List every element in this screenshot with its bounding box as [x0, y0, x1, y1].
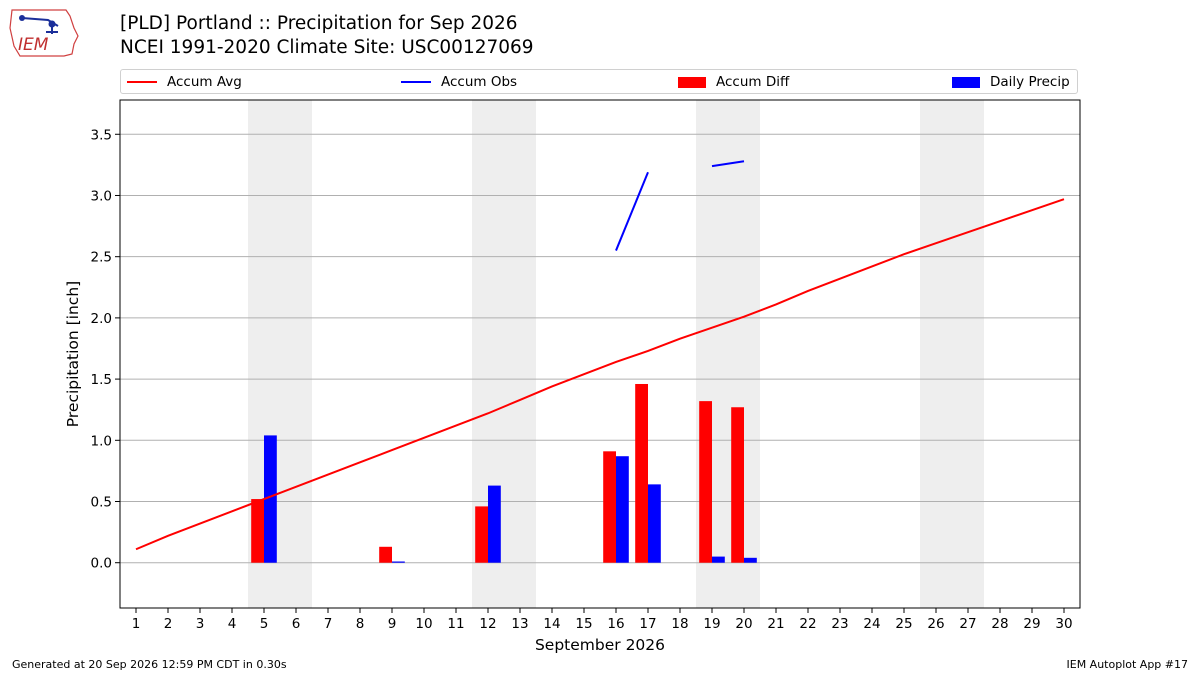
y-axis-ticks: 0.0 0.5 1.0 1.5 2.0 2.5 3.0 3.5	[91, 127, 120, 572]
x-tick-label-2: 2	[164, 616, 173, 632]
x-tick-label-5: 5	[260, 616, 269, 632]
x-tick-label-7: 7	[324, 616, 333, 632]
legend-swatch-accum-obs	[401, 81, 431, 83]
weekend-band-0	[248, 100, 312, 608]
x-tick-label-1: 1	[132, 616, 141, 632]
x-tick-label-12: 12	[479, 616, 496, 632]
x-tick-label-11: 11	[447, 616, 464, 632]
x-tick-label-20: 20	[735, 616, 752, 632]
accum-avg-line	[135, 198, 1065, 551]
y-tick-label-7: 3.5	[91, 127, 112, 143]
y-tick-label-0: 0.0	[91, 556, 112, 572]
plot-frame	[119, 99, 1081, 609]
footer-app: IEM Autoplot App #17	[1066, 658, 1189, 671]
x-tick-label-9: 9	[388, 616, 397, 632]
accum-diff-bar-19	[699, 401, 712, 563]
accum-diff-bar-16	[603, 451, 616, 563]
accum-diff-bar-5	[251, 499, 264, 563]
accum-diff-bar-20	[731, 407, 744, 563]
accum-obs-line-0	[615, 171, 649, 251]
daily-precip-bar-5	[264, 435, 277, 563]
accum-obs-line-1	[711, 160, 745, 168]
legend-label-daily-precip: Daily Precip	[990, 74, 1070, 90]
daily-precip-bar-17	[648, 484, 661, 563]
x-tick-label-22: 22	[799, 616, 816, 632]
daily-precip-bar-20	[744, 557, 757, 563]
x-axis-ticks: 1 2 3 4 5 6 7 8 9 10 11 12 13 14 15 16 17 18 19 20 21 22 23 24 2…	[132, 608, 1073, 632]
x-tick-label-27: 27	[959, 616, 976, 632]
logo-text: IEM	[18, 35, 49, 55]
gridlines	[120, 133, 1080, 564]
x-tick-label-6: 6	[292, 616, 301, 632]
y-tick-label-5: 2.5	[91, 250, 112, 266]
y-tick-label-4: 2.0	[91, 311, 112, 327]
y-tick-label-3: 1.5	[91, 372, 112, 388]
daily-precip-bar-16	[616, 456, 629, 563]
legend-label-accum-diff: Accum Diff	[716, 74, 790, 90]
weekend-bands	[248, 100, 984, 608]
y-tick-label-1: 0.5	[91, 495, 112, 511]
weekend-band-3	[920, 100, 984, 608]
weekend-band-2	[696, 100, 760, 608]
legend-swatch-accum-diff	[678, 76, 706, 88]
footer-generated: Generated at 20 Sep 2026 12:59 PM CDT in…	[12, 658, 287, 671]
x-tick-label-28: 28	[991, 616, 1008, 632]
weekend-band-1	[472, 100, 536, 608]
legend-item-accum-avg: Accum Avg	[127, 74, 242, 90]
legend-item-accum-obs: Accum Obs	[401, 74, 517, 90]
x-tick-label-10: 10	[415, 616, 432, 632]
accum-diff-bar-9	[379, 546, 392, 563]
daily-precip-bar-9	[392, 561, 405, 563]
accum-diff-bar-17	[635, 383, 648, 563]
x-tick-label-4: 4	[228, 616, 237, 632]
legend-item-daily-precip: Daily Precip	[952, 74, 1070, 90]
x-tick-label-13: 13	[511, 616, 528, 632]
x-tick-label-16: 16	[607, 616, 624, 632]
x-tick-label-15: 15	[575, 616, 592, 632]
x-tick-label-26: 26	[927, 616, 944, 632]
daily-precip-bar-12	[488, 485, 501, 563]
x-tick-label-3: 3	[196, 616, 205, 632]
daily-precip-bars	[264, 435, 757, 563]
accum-diff-bars	[251, 383, 744, 563]
x-tick-label-30: 30	[1055, 616, 1072, 632]
legend-label-accum-avg: Accum Avg	[167, 74, 242, 90]
title-line-1: [PLD] Portland :: Precipitation for Sep …	[120, 13, 518, 34]
legend-item-accum-diff: Accum Diff	[678, 74, 789, 90]
x-tick-label-23: 23	[831, 616, 848, 632]
daily-precip-bar-19	[712, 556, 725, 563]
x-tick-label-29: 29	[1023, 616, 1040, 632]
x-tick-label-17: 17	[639, 616, 656, 632]
y-tick-label-2: 1.0	[91, 433, 112, 449]
x-tick-label-24: 24	[863, 616, 880, 632]
legend-swatch-daily-precip	[952, 76, 980, 88]
x-tick-label-21: 21	[767, 616, 784, 632]
legend: Accum Avg Accum Obs Accum Diff Daily Pre…	[120, 69, 1078, 94]
y-tick-label-6: 3.0	[91, 188, 112, 204]
legend-label-accum-obs: Accum Obs	[441, 74, 518, 90]
x-tick-label-8: 8	[356, 616, 365, 632]
series-lines	[135, 160, 1065, 551]
legend-swatch-accum-avg	[127, 81, 157, 83]
chart-title: [PLD] Portland :: Precipitation for Sep …	[120, 12, 534, 60]
y-axis-label: Precipitation [inch]	[64, 281, 82, 427]
x-tick-label-14: 14	[543, 616, 560, 632]
iem-logo: IEM	[9, 9, 79, 57]
accum-diff-bar-12	[475, 506, 488, 563]
x-tick-label-19: 19	[703, 616, 720, 632]
x-tick-label-18: 18	[671, 616, 688, 632]
x-tick-label-25: 25	[895, 616, 912, 632]
title-line-2: NCEI 1991-2020 Climate Site: USC00127069	[120, 37, 534, 58]
x-axis-label: September 2026	[535, 636, 665, 654]
